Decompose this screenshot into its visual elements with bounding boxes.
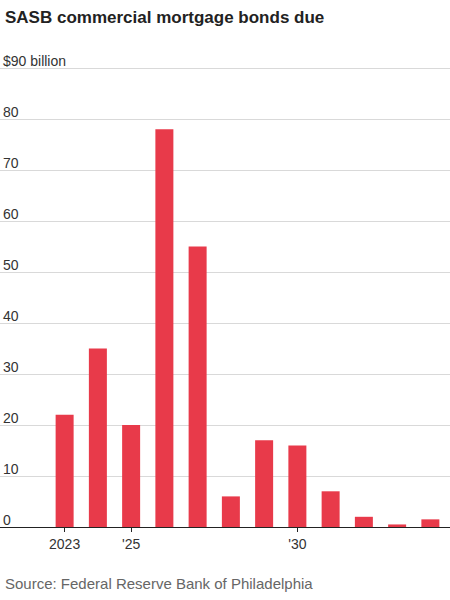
svg-text:'25: '25: [122, 536, 140, 552]
svg-text:80: 80: [3, 104, 19, 120]
svg-text:$90 billion: $90 billion: [3, 53, 66, 69]
svg-text:SASB commercial mortgage bonds: SASB commercial mortgage bonds due: [5, 8, 324, 27]
svg-text:50: 50: [3, 257, 19, 273]
svg-text:70: 70: [3, 155, 19, 171]
svg-text:20: 20: [3, 410, 19, 426]
svg-text:0: 0: [3, 512, 11, 528]
svg-text:30: 30: [3, 359, 19, 375]
svg-text:'30: '30: [288, 536, 306, 552]
svg-text:10: 10: [3, 461, 19, 477]
svg-text:Source: Federal Reserve Bank o: Source: Federal Reserve Bank of Philadel…: [5, 575, 313, 592]
svg-text:40: 40: [3, 308, 19, 324]
svg-text:60: 60: [3, 206, 19, 222]
svg-text:2023: 2023: [49, 536, 80, 552]
